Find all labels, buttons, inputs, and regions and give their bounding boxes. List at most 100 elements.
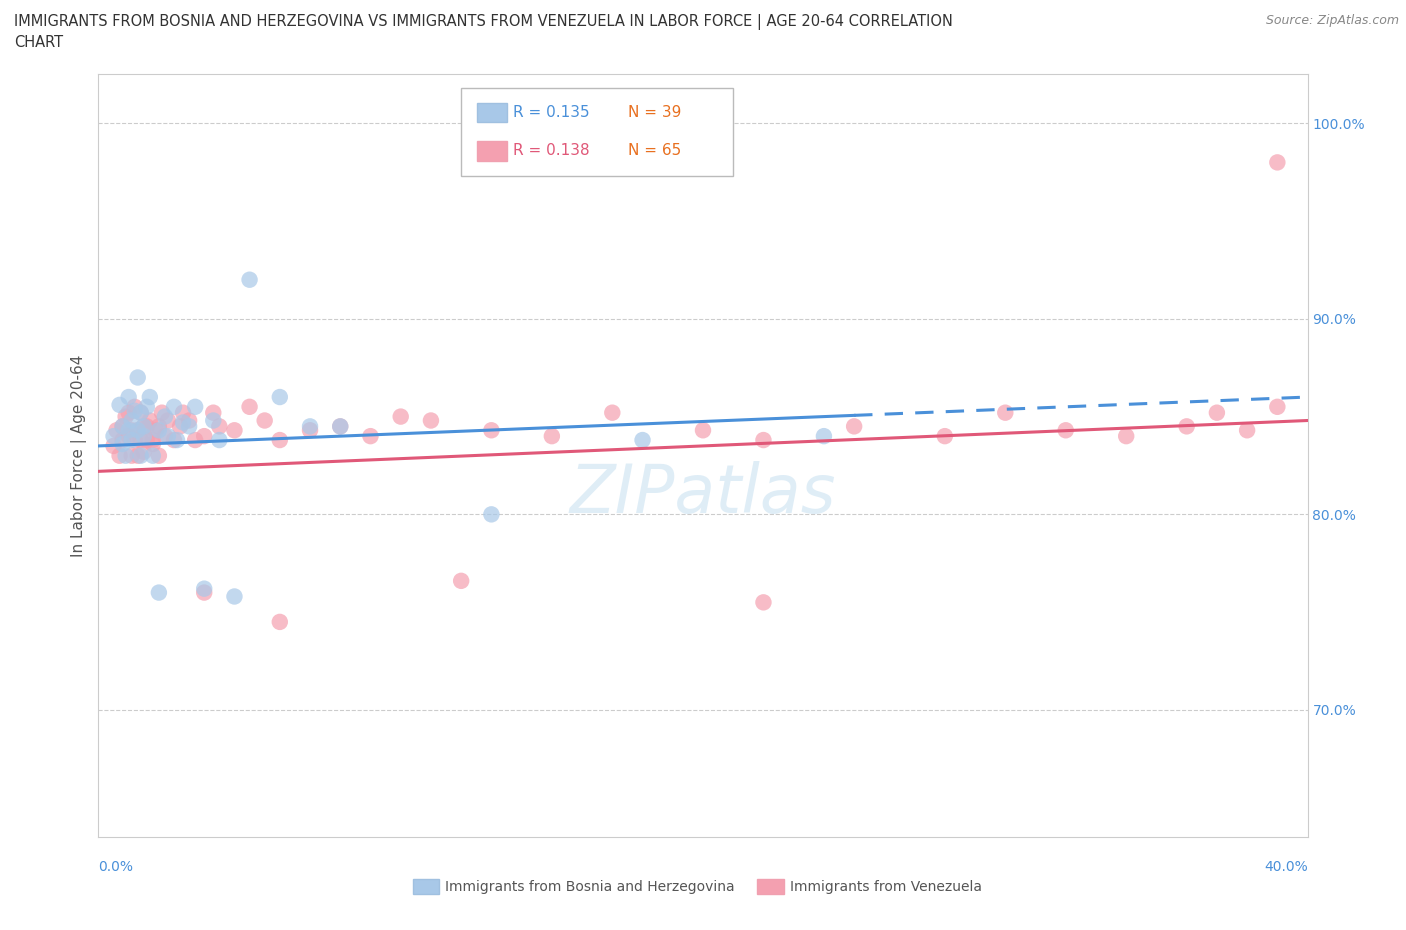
Point <box>329 418 352 433</box>
Point <box>121 448 143 463</box>
Text: N = 39: N = 39 <box>628 105 682 120</box>
Point <box>269 432 291 447</box>
Point <box>153 429 176 444</box>
Point <box>389 409 412 424</box>
FancyBboxPatch shape <box>461 88 734 176</box>
Point <box>813 429 835 444</box>
Point <box>239 399 262 414</box>
Point <box>114 448 136 463</box>
Point <box>111 436 134 451</box>
Point <box>844 418 866 433</box>
Point <box>481 507 503 522</box>
Point <box>148 418 170 433</box>
Point <box>179 413 201 428</box>
Text: R = 0.135: R = 0.135 <box>513 105 589 120</box>
Point <box>169 418 191 433</box>
Point <box>193 581 215 596</box>
Point <box>253 413 276 428</box>
Point <box>1267 399 1289 414</box>
Point <box>139 413 162 428</box>
Point <box>148 585 170 600</box>
Point <box>142 436 165 451</box>
Point <box>132 429 155 444</box>
Point <box>631 432 654 447</box>
Point <box>602 405 624 420</box>
Point <box>127 423 149 438</box>
Point <box>132 445 155 459</box>
FancyBboxPatch shape <box>758 879 785 895</box>
Point <box>752 595 775 610</box>
Point <box>1236 423 1258 438</box>
Point <box>208 418 231 433</box>
Point <box>172 415 194 430</box>
Point <box>111 418 134 433</box>
Point <box>163 399 186 414</box>
Point <box>129 448 152 463</box>
Point <box>193 429 215 444</box>
Point <box>269 390 291 405</box>
Point <box>124 399 146 414</box>
Point <box>108 397 131 412</box>
Point <box>127 423 149 438</box>
Point <box>103 429 125 444</box>
Text: 40.0%: 40.0% <box>1264 860 1308 874</box>
Text: 0.0%: 0.0% <box>98 860 134 874</box>
Point <box>450 574 472 589</box>
FancyBboxPatch shape <box>477 140 508 161</box>
Point <box>142 432 165 447</box>
Point <box>299 418 322 433</box>
Point <box>172 405 194 420</box>
Point <box>129 432 152 447</box>
Point <box>103 438 125 453</box>
Point <box>481 423 503 438</box>
Point <box>132 418 155 433</box>
Point <box>299 423 322 438</box>
Text: Immigrants from Venezuela: Immigrants from Venezuela <box>790 880 981 894</box>
Point <box>142 448 165 463</box>
Text: Immigrants from Bosnia and Herzegovina: Immigrants from Bosnia and Herzegovina <box>446 880 735 894</box>
Point <box>202 413 225 428</box>
Point <box>111 418 134 433</box>
Point <box>1267 155 1289 170</box>
Point <box>163 432 186 447</box>
Point <box>124 404 146 418</box>
Point <box>269 615 291 630</box>
Point <box>118 390 141 405</box>
Point <box>1175 418 1198 433</box>
Point <box>224 589 246 604</box>
Point <box>540 429 562 444</box>
Text: R = 0.138: R = 0.138 <box>513 143 589 158</box>
Point <box>127 370 149 385</box>
Point <box>124 432 146 447</box>
Point <box>692 423 714 438</box>
Point <box>145 423 167 438</box>
Point <box>166 432 188 447</box>
Point <box>129 405 152 420</box>
Point <box>752 432 775 447</box>
Point <box>121 413 143 428</box>
Point <box>156 413 179 428</box>
Text: N = 65: N = 65 <box>628 143 682 158</box>
Point <box>934 429 956 444</box>
Point <box>994 405 1017 420</box>
Y-axis label: In Labor Force | Age 20-64: In Labor Force | Age 20-64 <box>72 354 87 557</box>
Point <box>135 432 157 447</box>
Point <box>111 432 134 447</box>
Point <box>118 429 141 444</box>
Point <box>135 418 157 433</box>
Point <box>148 448 170 463</box>
Point <box>360 429 382 444</box>
Point <box>132 418 155 433</box>
Point <box>135 399 157 414</box>
FancyBboxPatch shape <box>477 102 508 123</box>
Point <box>179 418 201 433</box>
Point <box>239 272 262 287</box>
Point <box>108 448 131 463</box>
Point <box>224 423 246 438</box>
Point <box>121 432 143 447</box>
Point <box>129 405 152 420</box>
Text: ZIPatlas: ZIPatlas <box>569 461 837 526</box>
Point <box>208 432 231 447</box>
Point <box>184 399 207 414</box>
Point <box>118 405 141 420</box>
